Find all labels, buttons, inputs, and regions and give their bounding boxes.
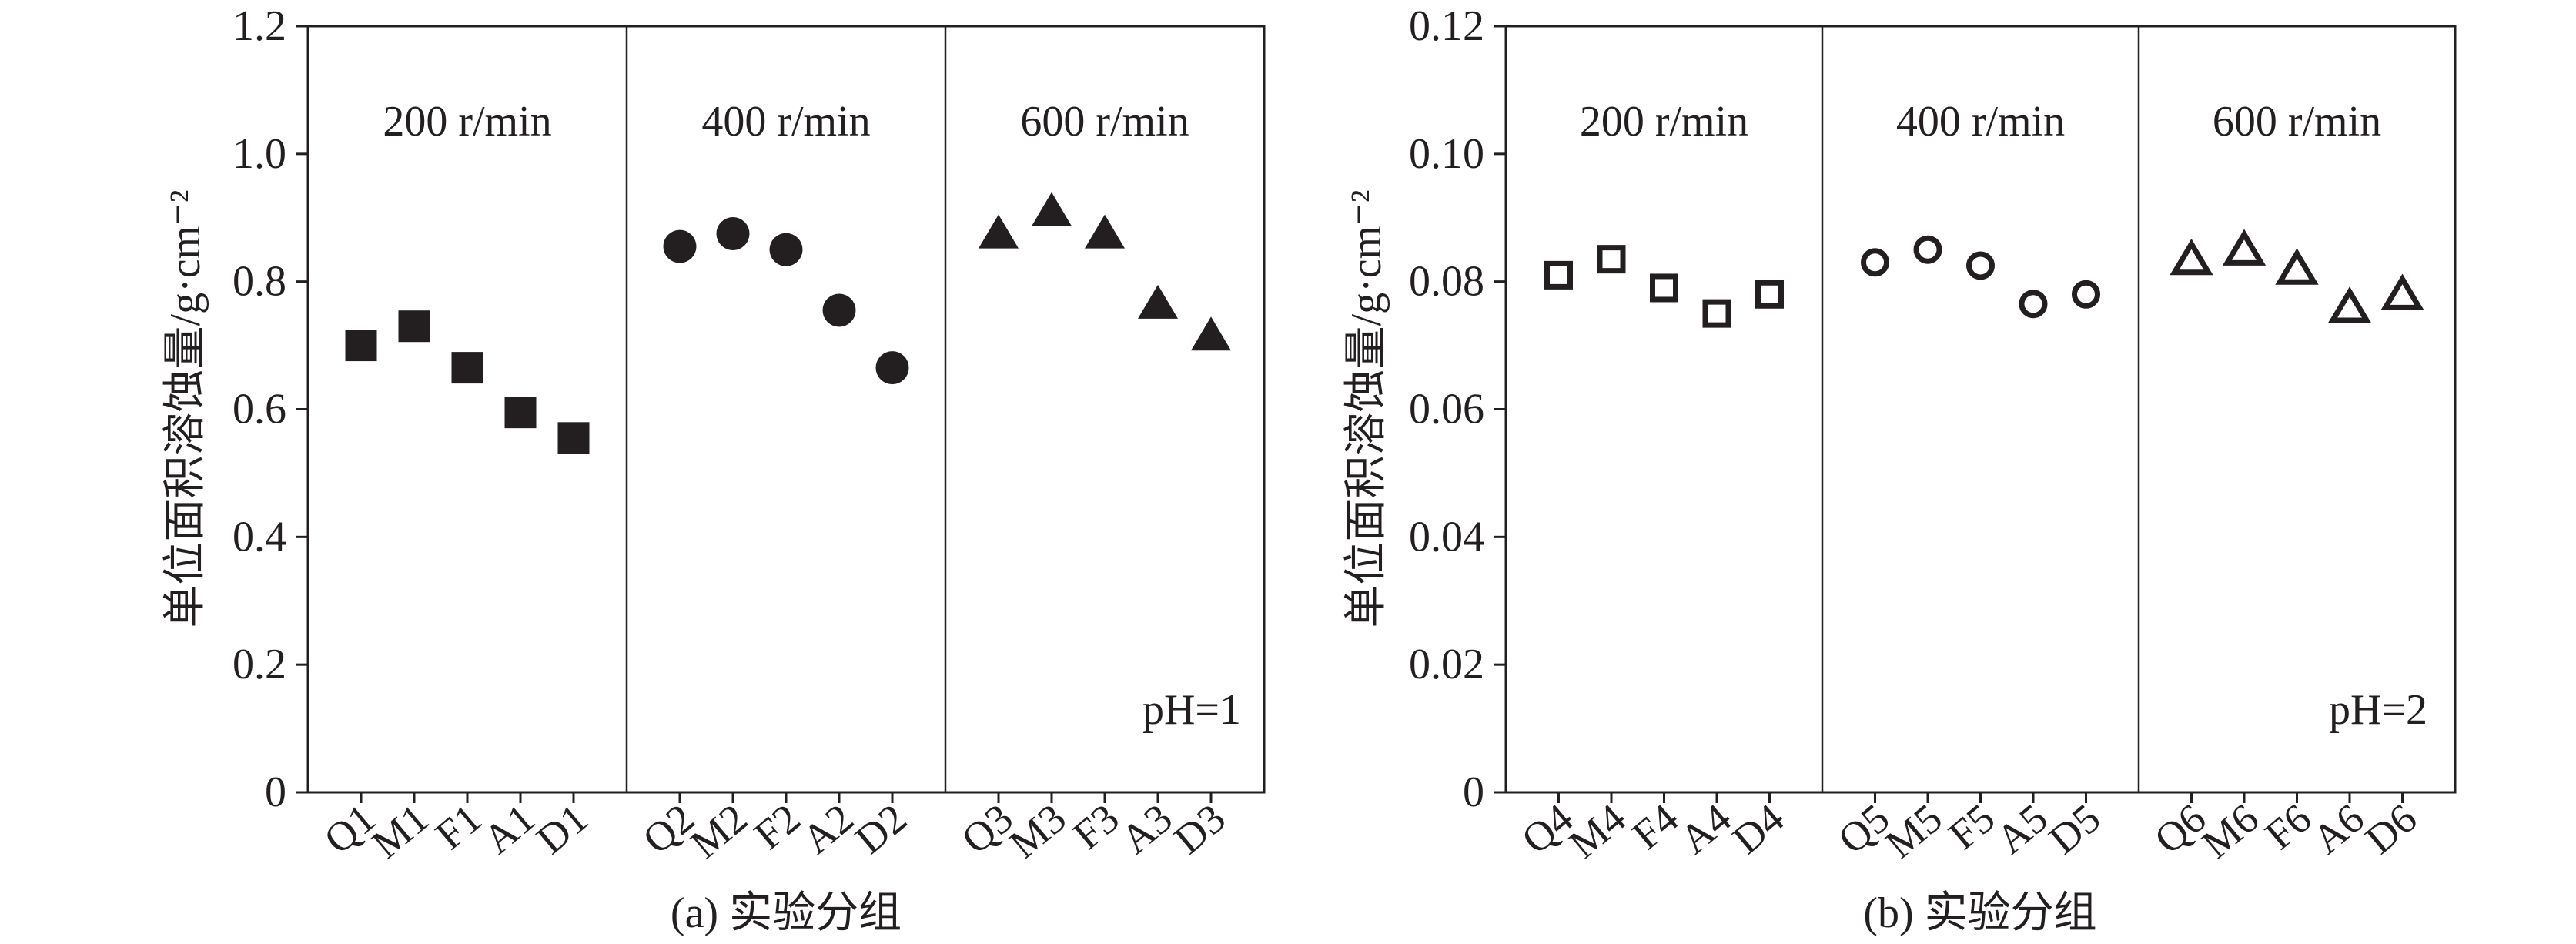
data-point-d3	[1191, 316, 1231, 351]
data-point-a5	[2019, 290, 2048, 319]
x-tick-label: M5	[1877, 795, 1951, 867]
data-point-a1	[504, 397, 537, 429]
x-axis-label: (b) 实验分组	[1863, 889, 2096, 937]
data-point-m1	[398, 310, 430, 343]
y-tick-label: 0.8	[233, 258, 286, 306]
chart-b: 单位面积溶蚀量/g·cm⁻² (b) 实验分组 pH=2 0 0.02 0.04 0.…	[1343, 2, 2457, 937]
data-point-f4	[1650, 273, 1678, 303]
x-tick-label: D2	[847, 795, 915, 862]
y-tick-label: 0.12	[1409, 2, 1484, 50]
data-point-f1	[451, 352, 483, 384]
data-point-f5	[1966, 251, 1995, 280]
data-point-m5	[1913, 235, 1942, 264]
data-point-f6	[2275, 248, 2319, 285]
data-point-d4	[1755, 280, 1784, 309]
data-point-d1	[557, 422, 590, 454]
data-point-d2	[875, 351, 909, 385]
panel-label: 200 r/min	[383, 98, 551, 146]
ph-annotation: pH=2	[2329, 686, 2427, 734]
data-point-m6	[2222, 229, 2267, 266]
y-tick-label: 1.2	[233, 2, 286, 50]
y-tick-label: 0.2	[233, 641, 286, 688]
data-point-m3	[1032, 192, 1072, 226]
data-point-q4	[1544, 260, 1573, 290]
y-tick-label: 0.4	[233, 513, 286, 561]
data-point-a6	[2327, 286, 2372, 323]
x-tick-label: D4	[1724, 795, 1792, 862]
x-axis-label: (a) 实验分组	[671, 889, 902, 937]
panel-label: 200 r/min	[1580, 98, 1748, 146]
x-tick-label: D1	[528, 795, 597, 862]
panel-label: 600 r/min	[1020, 98, 1189, 146]
chart-a: 单位面积溶蚀量/g·cm⁻² (a) 实验分组 pH=1 0 0.2 0.4 0.6 0…	[162, 2, 1266, 937]
data-point-q6	[2170, 238, 2213, 276]
y-tick-label: 0.08	[1409, 258, 1484, 306]
data-point-q2	[663, 229, 697, 263]
data-point-q5	[1861, 248, 1889, 277]
data-point-q1	[345, 330, 377, 362]
data-point-m4	[1597, 245, 1626, 274]
y-tick-label: 0.06	[1409, 386, 1484, 434]
data-point-q3	[979, 214, 1019, 249]
data-point-f3	[1085, 214, 1125, 249]
x-tick-label: M4	[1561, 795, 1634, 867]
y-tick-label: 0.6	[233, 386, 286, 434]
panel-label: 400 r/min	[1896, 98, 2065, 146]
y-axis-label: 单位面积溶蚀量/g·cm⁻²	[162, 190, 209, 628]
y-tick-label: 0.04	[1409, 513, 1484, 561]
data-point-d5	[2072, 280, 2100, 309]
x-tick-label: M2	[682, 795, 756, 867]
x-tick-label: D6	[2357, 795, 2425, 862]
y-axis-label: 单位面积溶蚀量/g·cm⁻²	[1343, 190, 1390, 628]
data-point-a3	[1138, 284, 1178, 319]
y-tick-label: 0	[265, 768, 286, 816]
x-tick-label: D5	[2040, 795, 2109, 862]
data-point-a2	[822, 293, 856, 327]
y-tick-label: 0	[1463, 768, 1484, 816]
data-point-f2	[769, 233, 803, 266]
data-point-d6	[2380, 273, 2424, 310]
x-tick-label: M6	[2193, 795, 2267, 867]
x-tick-label: M3	[1001, 795, 1075, 867]
x-tick-label: M1	[363, 795, 437, 867]
y-tick-label: 0.02	[1409, 641, 1484, 688]
panel-label: 400 r/min	[701, 98, 870, 146]
panel-label: 600 r/min	[2213, 98, 2381, 146]
data-point-a4	[1702, 299, 1731, 328]
x-tick-label: D3	[1166, 795, 1234, 862]
data-point-m2	[716, 216, 750, 250]
y-tick-label: 0.10	[1409, 130, 1484, 178]
y-tick-label: 1.0	[233, 130, 286, 178]
ph-annotation: pH=1	[1142, 686, 1241, 734]
